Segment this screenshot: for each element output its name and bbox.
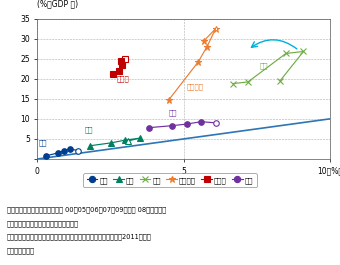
Text: 資料：（財）国際貿易投資研究所「国際直接投資マトリックス（2011）」か: 資料：（財）国際貿易投資研究所「国際直接投資マトリックス（2011）」か (7, 234, 152, 240)
Text: (%：GDP 比): (%：GDP 比) (37, 0, 79, 9)
Text: 韓国: 韓国 (84, 126, 93, 133)
Text: 上にかけてプロットさせたもの。: 上にかけてプロットさせたもの。 (7, 220, 79, 227)
Text: 英国: 英国 (260, 62, 268, 69)
Text: ドイツ: ドイツ (116, 75, 129, 82)
Text: フランス: フランス (187, 83, 204, 90)
Legend: 日本, 韓国, 英国, フランス, ドイツ, 米国: 日本, 韓国, 英国, フランス, ドイツ, 米国 (83, 173, 257, 187)
Text: 日本: 日本 (39, 139, 47, 146)
Text: 米国: 米国 (169, 109, 177, 116)
Text: ら作成。: ら作成。 (7, 247, 35, 254)
Text: 備考：上記は、各国の絶対額を 00、05、06、07、09（又は 08）暦年と右: 備考：上記は、各国の絶対額を 00、05、06、07、09（又は 08）暦年と右 (7, 207, 166, 213)
